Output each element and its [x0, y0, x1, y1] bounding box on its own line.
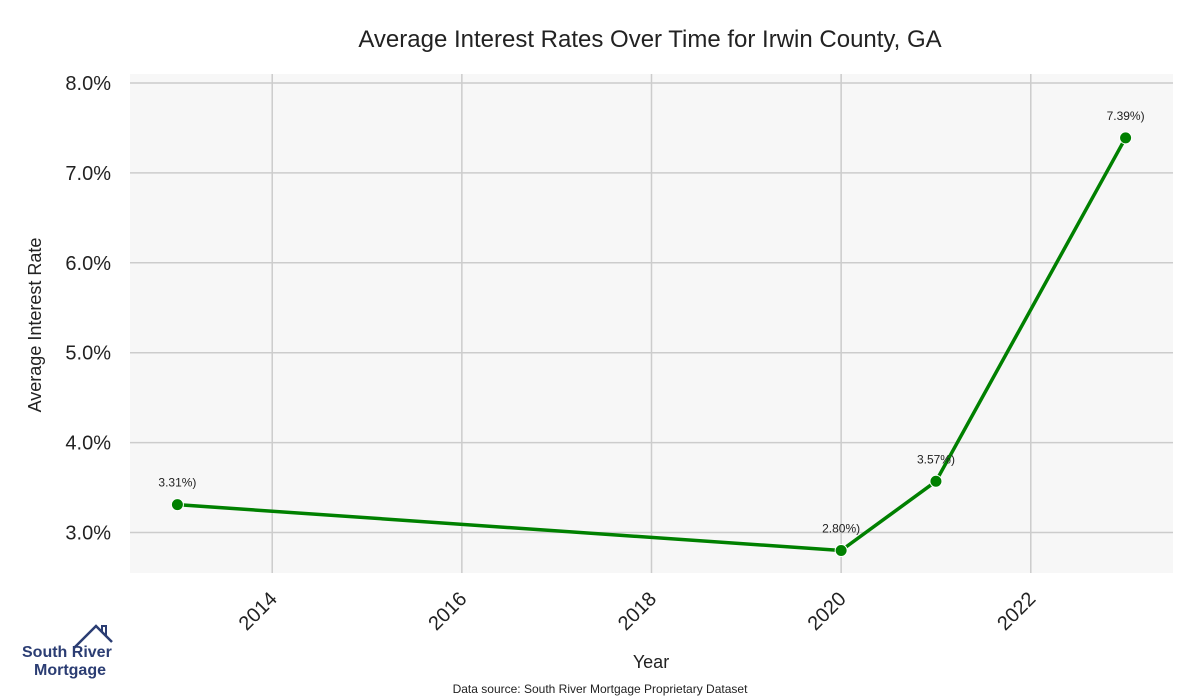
data-point: [929, 474, 943, 488]
grid: [130, 74, 1173, 573]
y-tick-label: 5.0%: [65, 343, 111, 365]
logo-line-2: Mortgage: [34, 662, 106, 679]
y-tick-label: 8.0%: [65, 73, 111, 95]
x-tick-label: 2014: [235, 588, 282, 635]
data-label: 3.31%): [158, 476, 196, 490]
data-label: 2.80%): [822, 522, 860, 536]
logo-line-1: South River: [22, 644, 112, 661]
data-point: [834, 544, 848, 558]
data-label: 3.57%): [917, 452, 955, 466]
y-axis-ticks: 3.0% 4.0% 5.0% 6.0% 7.0% 8.0%: [65, 73, 111, 545]
x-tick-label: 2020: [804, 588, 851, 635]
data-point: [170, 498, 184, 512]
x-tick-label: 2016: [424, 588, 471, 635]
y-axis-title: Average Interest Rate: [25, 238, 45, 413]
y-tick-label: 7.0%: [65, 163, 111, 185]
x-tick-label: 2018: [614, 588, 661, 635]
x-axis-ticks: 2014 2016 2018 2020 2022: [235, 588, 1041, 635]
y-tick-label: 6.0%: [65, 253, 111, 275]
data-source-note: Data source: South River Mortgage Propri…: [453, 682, 748, 696]
data-label: 7.39%): [1107, 109, 1145, 123]
x-axis-title: Year: [633, 652, 669, 672]
y-tick-label: 4.0%: [65, 433, 111, 455]
x-tick-label: 2022: [993, 588, 1040, 635]
company-logo: South River Mortgage: [18, 620, 118, 682]
house-roof-icon: [73, 624, 113, 649]
series-line: [177, 136, 1128, 553]
y-tick-label: 3.0%: [65, 523, 111, 545]
chart-title: Average Interest Rates Over Time for Irw…: [358, 26, 941, 53]
data-point: [1119, 131, 1133, 145]
series-layer: 3.31%) 2.80%) 3.57%) 7.39%): [158, 109, 1145, 558]
